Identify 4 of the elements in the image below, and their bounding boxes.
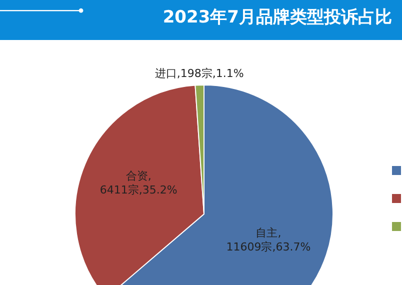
slice-label: 进口,198宗,1.1%: [154, 67, 244, 80]
slice-label: 合资,6411宗,35.2%: [100, 170, 178, 197]
chart-title: 2023年7月品牌类型投诉占比: [162, 8, 392, 28]
slice-label: 自主,11609宗,63.7%: [226, 226, 311, 254]
